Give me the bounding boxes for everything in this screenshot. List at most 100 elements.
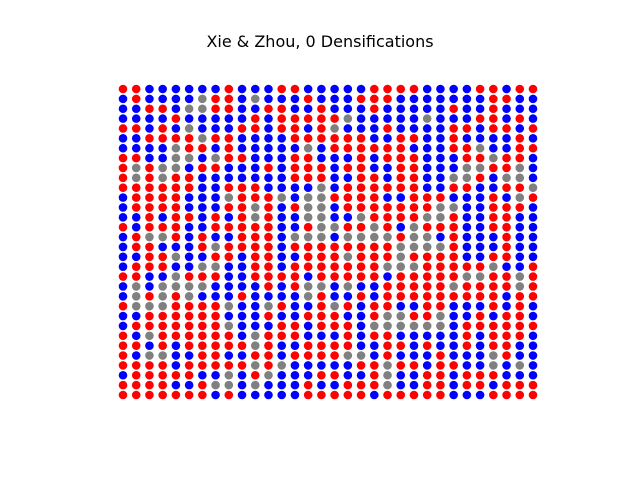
point-blue: [198, 183, 207, 193]
point-blue: [224, 272, 234, 281]
point-blue: [264, 134, 273, 143]
point-red: [158, 370, 167, 380]
point-red: [409, 311, 419, 321]
point-red: [383, 242, 392, 252]
point-blue: [369, 351, 379, 360]
point-gray: [145, 232, 154, 242]
point-blue: [250, 134, 260, 143]
point-blue: [515, 94, 525, 104]
point-red: [303, 380, 313, 390]
point-red: [145, 361, 154, 370]
point-red: [528, 262, 538, 271]
point-red: [528, 272, 538, 281]
point-red: [436, 193, 445, 202]
point-blue: [356, 282, 366, 291]
point-red: [396, 153, 406, 163]
point-red: [224, 341, 234, 350]
point-red: [198, 331, 207, 341]
point-red: [396, 341, 406, 350]
point-red: [131, 390, 141, 400]
point-red: [475, 173, 485, 183]
point-blue: [118, 114, 128, 123]
point-red: [264, 252, 273, 262]
point-red: [409, 361, 419, 370]
point-red: [396, 183, 406, 193]
point-gray: [290, 232, 300, 242]
point-gray: [330, 222, 339, 232]
point-blue: [369, 114, 379, 123]
point-red: [462, 124, 472, 133]
point-blue: [396, 94, 406, 104]
point-red: [489, 222, 498, 232]
point-blue: [396, 124, 406, 133]
point-red: [290, 321, 300, 331]
point-blue: [158, 94, 167, 104]
point-red: [224, 331, 234, 341]
point-red: [290, 114, 300, 123]
point-blue: [198, 222, 207, 232]
point-red: [198, 361, 207, 370]
point-red: [184, 301, 194, 311]
point-red: [250, 193, 260, 202]
point-red: [171, 222, 181, 232]
point-gray: [369, 232, 379, 242]
point-blue: [290, 183, 300, 193]
point-blue: [462, 351, 472, 360]
point-red: [303, 341, 313, 350]
point-blue: [277, 390, 287, 400]
point-blue: [250, 291, 260, 301]
point-blue: [422, 153, 432, 163]
point-gray: [356, 232, 366, 242]
point-gray: [475, 143, 485, 153]
point-red: [330, 114, 339, 123]
point-gray: [224, 301, 234, 311]
point-red: [343, 380, 353, 390]
point-red: [343, 321, 353, 331]
point-blue: [462, 94, 472, 104]
point-blue: [264, 380, 273, 390]
point-blue: [198, 124, 207, 133]
point-red: [145, 242, 154, 252]
point-blue: [462, 222, 472, 232]
point-blue: [131, 311, 141, 321]
point-blue: [436, 163, 445, 173]
point-red: [224, 252, 234, 262]
point-blue: [303, 104, 313, 114]
point-red: [356, 380, 366, 390]
point-blue: [528, 94, 538, 104]
point-red: [528, 124, 538, 133]
point-blue: [489, 134, 498, 143]
point-blue: [409, 104, 419, 114]
point-blue: [436, 84, 445, 94]
point-blue: [502, 84, 511, 94]
point-red: [211, 321, 220, 331]
point-blue: [237, 94, 247, 104]
point-red: [330, 242, 339, 252]
point-blue: [264, 94, 273, 104]
point-red: [515, 390, 525, 400]
point-blue: [317, 361, 326, 370]
point-red: [515, 291, 525, 301]
point-blue: [290, 291, 300, 301]
point-blue: [211, 203, 220, 212]
point-red: [502, 183, 511, 193]
point-red: [290, 242, 300, 252]
point-red: [158, 252, 167, 262]
point-red: [198, 311, 207, 321]
point-gray: [158, 291, 167, 301]
point-red: [317, 370, 326, 380]
point-red: [343, 143, 353, 153]
point-blue: [290, 222, 300, 232]
point-red: [489, 321, 498, 331]
point-red: [237, 222, 247, 232]
point-blue: [449, 301, 458, 311]
point-red: [131, 94, 141, 104]
point-blue: [118, 242, 128, 252]
point-blue: [462, 232, 472, 242]
point-blue: [462, 242, 472, 252]
point-red: [317, 301, 326, 311]
point-red: [343, 301, 353, 311]
point-blue: [343, 173, 353, 183]
point-red: [343, 272, 353, 281]
point-red: [515, 380, 525, 390]
